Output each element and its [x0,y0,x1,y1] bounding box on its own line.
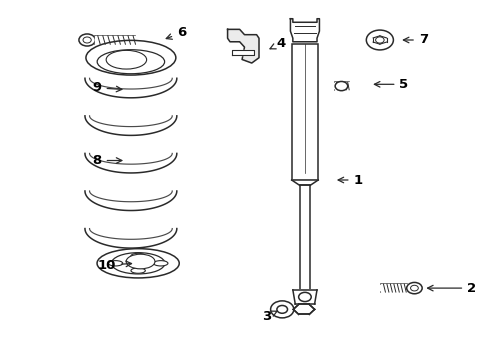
Circle shape [366,30,393,50]
Circle shape [79,34,95,46]
Polygon shape [291,180,318,185]
Circle shape [406,283,421,294]
Polygon shape [232,50,254,55]
Ellipse shape [97,50,164,74]
Polygon shape [95,36,134,44]
Text: 10: 10 [97,258,131,271]
Ellipse shape [106,50,146,69]
Polygon shape [380,284,406,292]
Text: 2: 2 [427,282,475,294]
Ellipse shape [126,254,155,269]
Polygon shape [227,30,259,63]
Circle shape [270,301,293,318]
Polygon shape [334,82,348,90]
Text: 4: 4 [269,37,285,50]
Text: 3: 3 [261,310,277,323]
Text: 1: 1 [337,174,362,186]
Text: 8: 8 [92,154,122,167]
Ellipse shape [131,253,145,258]
Text: 5: 5 [374,78,408,91]
Bar [291,44,318,180]
Circle shape [334,81,347,91]
Ellipse shape [153,261,167,266]
Text: 6: 6 [166,26,186,39]
Bar [299,185,309,290]
Ellipse shape [97,249,179,278]
Text: 7: 7 [403,33,427,46]
Ellipse shape [111,253,164,274]
Polygon shape [293,305,314,314]
Ellipse shape [108,261,122,266]
Circle shape [298,292,310,302]
Text: 9: 9 [92,81,122,94]
Polygon shape [292,290,316,304]
Ellipse shape [131,268,145,273]
Polygon shape [290,19,319,42]
